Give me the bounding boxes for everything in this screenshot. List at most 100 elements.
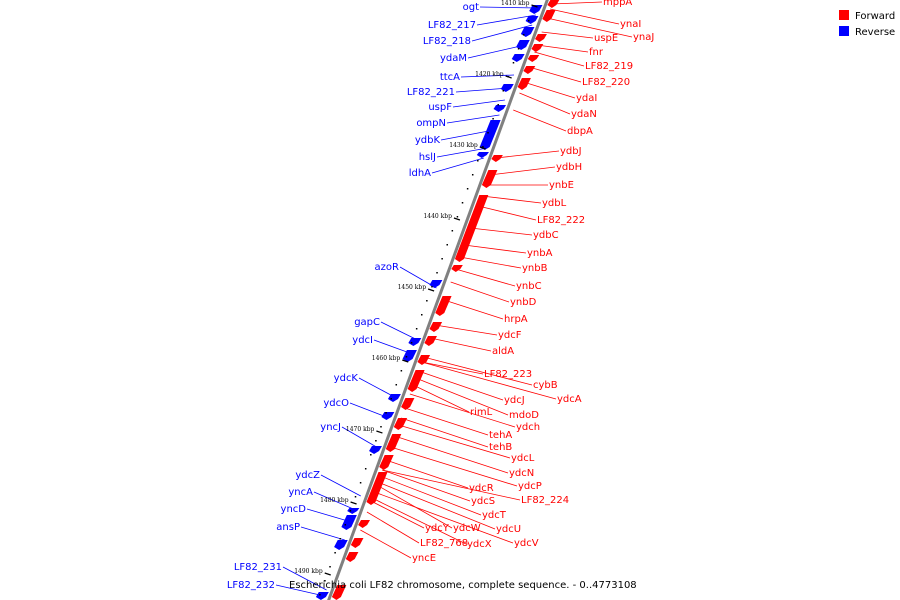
gene-label-ydcS[interactable]: ydcS <box>471 496 495 507</box>
gene-label-LF82_232[interactable]: LF82_232 <box>227 580 275 591</box>
gene-label-yncJ[interactable]: yncJ <box>320 422 341 433</box>
gene-label-LF82_218[interactable]: LF82_218 <box>423 36 471 47</box>
gene-label-ynaI[interactable]: ynaI <box>620 19 641 30</box>
forward-gene-arrow[interactable] <box>517 78 531 90</box>
gene-label-yncD[interactable]: yncD <box>281 504 307 515</box>
gene-label-fnr[interactable]: fnr <box>589 47 604 58</box>
reverse-gene-arrow[interactable] <box>520 27 535 37</box>
reverse-gene-arrow[interactable] <box>479 120 501 150</box>
forward-gene-arrow[interactable] <box>350 538 364 548</box>
forward-gene-arrow[interactable] <box>379 455 394 470</box>
gene-label-ydbK[interactable]: ydbK <box>415 135 441 146</box>
gene-label-ldhA[interactable]: ldhA <box>409 168 431 179</box>
gene-label-rimL[interactable]: rimL <box>470 407 493 418</box>
gene-label-hrpA[interactable]: hrpA <box>504 314 528 325</box>
forward-gene-arrow[interactable] <box>531 44 544 52</box>
reverse-gene-arrow[interactable] <box>516 40 530 50</box>
reverse-gene-arrow[interactable] <box>381 412 395 420</box>
reverse-gene-arrow[interactable] <box>511 54 525 62</box>
gene-label-LF82_221[interactable]: LF82_221 <box>407 87 455 98</box>
forward-gene-arrow[interactable] <box>401 398 415 410</box>
forward-gene-arrow[interactable] <box>407 370 425 392</box>
gene-label-LF82_222[interactable]: LF82_222 <box>537 215 585 226</box>
gene-label-aldA[interactable]: aldA <box>492 346 514 357</box>
gene-label-LF82_768[interactable]: LF82_768 <box>420 538 468 549</box>
gene-label-ogt[interactable]: ogt <box>463 2 479 13</box>
gene-label-yncA[interactable]: yncA <box>288 487 313 498</box>
gene-label-ydcU[interactable]: ydcU <box>496 524 521 535</box>
gene-label-ydaN[interactable]: ydaN <box>571 109 597 120</box>
gene-label-ydcR[interactable]: ydcR <box>469 483 494 494</box>
gene-label-ydcJ[interactable]: ydcJ <box>504 395 525 406</box>
gene-label-cybB[interactable]: cybB <box>533 380 558 391</box>
forward-gene-arrow[interactable] <box>424 336 437 346</box>
reverse-gene-arrow[interactable] <box>476 152 489 158</box>
gene-label-tehA[interactable]: tehA <box>489 430 512 441</box>
gene-label-ydcT[interactable]: ydcT <box>482 510 507 521</box>
gene-label-ttcA[interactable]: ttcA <box>440 72 460 83</box>
gene-label-ynbB[interactable]: ynbB <box>522 263 548 274</box>
forward-gene-arrow[interactable] <box>417 355 431 365</box>
reverse-gene-arrow[interactable] <box>315 592 329 600</box>
forward-gene-arrow[interactable] <box>385 434 402 452</box>
reverse-gene-arrow[interactable] <box>525 16 539 24</box>
forward-gene-arrow[interactable] <box>547 0 560 8</box>
gene-label-mppA[interactable]: mppA <box>603 0 632 8</box>
forward-gene-arrow[interactable] <box>542 10 556 22</box>
gene-label-LF82_219[interactable]: LF82_219 <box>585 61 633 72</box>
reverse-gene-arrow[interactable] <box>347 508 360 514</box>
forward-gene-arrow[interactable] <box>331 585 347 600</box>
forward-gene-arrow[interactable] <box>366 472 388 505</box>
forward-gene-arrow[interactable] <box>345 552 359 562</box>
gene-label-LF82_217[interactable]: LF82_217 <box>428 20 476 31</box>
forward-gene-arrow[interactable] <box>535 34 547 42</box>
gene-label-LF82_231[interactable]: LF82_231 <box>234 562 282 573</box>
gene-label-LF82_223[interactable]: LF82_223 <box>484 369 532 380</box>
gene-label-LF82_224[interactable]: LF82_224 <box>521 495 569 506</box>
gene-label-dbpA[interactable]: dbpA <box>567 126 593 137</box>
gene-label-ydcF[interactable]: ydcF <box>498 330 522 341</box>
gene-label-uspF[interactable]: uspF <box>428 102 452 113</box>
gene-label-ydcY[interactable]: ydcY <box>425 523 450 534</box>
gene-label-ydcK[interactable]: ydcK <box>334 373 359 384</box>
forward-gene-arrow[interactable] <box>429 322 443 332</box>
forward-gene-arrow[interactable] <box>481 170 498 188</box>
forward-gene-arrow[interactable] <box>451 265 463 272</box>
gene-label-ydcI[interactable]: ydcI <box>352 335 373 346</box>
gene-label-hslJ[interactable]: hslJ <box>419 152 436 163</box>
reverse-gene-arrow[interactable] <box>493 105 507 112</box>
gene-label-ydbC[interactable]: ydbC <box>533 230 559 241</box>
gene-label-ompN[interactable]: ompN <box>416 118 446 129</box>
gene-label-ydcL[interactable]: ydcL <box>511 453 535 464</box>
forward-gene-arrow[interactable] <box>358 520 371 528</box>
reverse-gene-arrow[interactable] <box>387 394 401 402</box>
gene-label-ydbJ[interactable]: ydbJ <box>560 146 582 157</box>
gene-label-ydch[interactable]: ydch <box>516 422 540 433</box>
gene-label-tehB[interactable]: tehB <box>489 442 512 453</box>
gene-label-LF82_220[interactable]: LF82_220 <box>582 77 630 88</box>
gene-label-ynbC[interactable]: ynbC <box>516 281 542 292</box>
gene-label-ydcX[interactable]: ydcX <box>467 539 492 550</box>
gene-label-ydbH[interactable]: ydbH <box>556 162 582 173</box>
reverse-gene-arrow[interactable] <box>334 540 348 550</box>
gene-label-yncE[interactable]: yncE <box>412 553 436 564</box>
gene-label-mdoD[interactable]: mdoD <box>509 410 539 421</box>
gene-label-ynaJ[interactable]: ynaJ <box>633 32 654 43</box>
gene-label-ydbL[interactable]: ydbL <box>542 198 567 209</box>
forward-gene-arrow[interactable] <box>454 195 489 262</box>
gene-label-azoR[interactable]: azoR <box>375 262 399 273</box>
gene-label-ydcV[interactable]: ydcV <box>514 538 539 549</box>
gene-label-ydcA[interactable]: ydcA <box>557 394 582 405</box>
reverse-gene-arrow[interactable] <box>341 515 357 530</box>
gene-label-ynbD[interactable]: ynbD <box>510 297 537 308</box>
forward-gene-arrow[interactable] <box>527 55 540 62</box>
gene-label-ydaI[interactable]: ydaI <box>576 93 597 104</box>
forward-gene-arrow[interactable] <box>393 418 408 430</box>
gene-label-ydcN[interactable]: ydcN <box>509 468 534 479</box>
forward-gene-arrow[interactable] <box>491 155 503 162</box>
reverse-gene-arrow[interactable] <box>369 446 382 454</box>
forward-gene-arrow[interactable] <box>435 296 452 316</box>
gene-label-ynbE[interactable]: ynbE <box>549 180 574 191</box>
reverse-gene-arrow[interactable] <box>529 5 543 14</box>
gene-label-gapC[interactable]: gapC <box>354 317 380 328</box>
